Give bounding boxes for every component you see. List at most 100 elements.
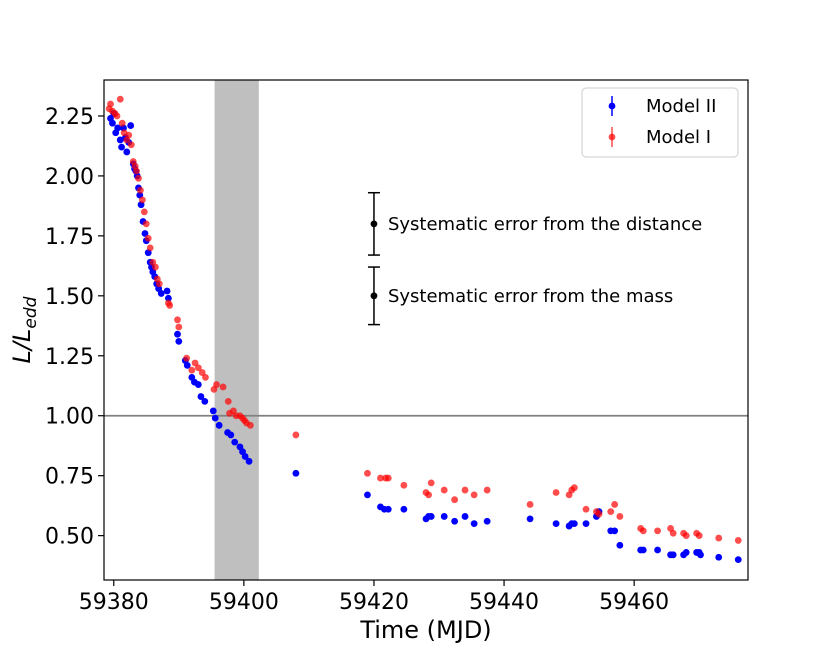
data-point	[377, 474, 384, 482]
data-point	[175, 323, 183, 331]
data-point	[526, 501, 534, 508]
data-point	[174, 316, 181, 324]
data-point	[118, 143, 125, 151]
shade-layer	[214, 80, 259, 580]
series-model-ii	[107, 110, 742, 564]
annotation-label: Systematic error from the mass	[388, 286, 673, 307]
error-point	[370, 220, 378, 228]
data-point	[245, 457, 253, 465]
legend-box	[581, 87, 739, 158]
data-point	[127, 141, 135, 149]
data-point	[607, 508, 615, 516]
data-point	[470, 520, 478, 528]
systematic-error-1: Systematic error from the mass	[367, 266, 673, 326]
data-point	[364, 491, 371, 499]
data-point	[682, 532, 690, 540]
y-axis-label-subscript: edd	[21, 296, 41, 328]
data-point	[461, 513, 469, 520]
data-point	[440, 486, 448, 494]
error-point	[370, 292, 378, 300]
data-point	[114, 124, 122, 132]
data-point	[141, 230, 149, 237]
data-point	[194, 364, 202, 372]
x-tick-label: 59440	[469, 590, 539, 615]
data-point	[211, 414, 219, 422]
data-point	[734, 556, 742, 564]
data-point	[125, 131, 133, 139]
data-point	[639, 546, 647, 554]
data-point	[209, 407, 217, 415]
data-point	[695, 532, 703, 540]
data-point	[137, 186, 144, 194]
legend-label: Model II	[646, 96, 716, 117]
data-point	[292, 431, 300, 439]
data-point	[116, 95, 124, 103]
y-tick-label: 0.50	[45, 525, 94, 550]
data-point	[384, 505, 392, 513]
legend-label: Model I	[646, 127, 711, 148]
y-axis-label-main: L/L	[8, 329, 36, 364]
data-point	[526, 515, 534, 523]
y-tick-label: 1.50	[45, 285, 94, 310]
data-point	[616, 513, 624, 520]
series-model-i	[105, 95, 742, 544]
data-point	[384, 474, 392, 482]
data-point	[219, 383, 227, 391]
data-point	[241, 453, 249, 460]
data-point	[215, 421, 223, 429]
data-point	[231, 438, 239, 446]
data-point	[427, 479, 435, 487]
annotation-label: Systematic error from the distance	[388, 214, 702, 235]
data-point	[151, 263, 159, 271]
data-point	[669, 551, 677, 559]
data-point	[202, 373, 209, 381]
data-point	[201, 397, 209, 405]
data-point	[194, 381, 202, 388]
data-point	[552, 520, 560, 528]
data-point	[107, 100, 114, 108]
data-point	[198, 369, 206, 376]
legend-marker	[608, 133, 616, 141]
data-point	[582, 505, 590, 513]
data-point	[451, 496, 459, 504]
series-layer	[105, 95, 742, 564]
data-point	[146, 244, 154, 252]
data-point	[183, 361, 191, 369]
x-tick-label: 59380	[79, 590, 149, 615]
data-point	[191, 359, 199, 367]
data-point	[113, 112, 121, 120]
systematic-error-0: Systematic error from the distance	[367, 191, 702, 256]
data-point	[611, 527, 619, 535]
data-point	[246, 421, 254, 429]
data-point	[227, 431, 235, 439]
data-point	[197, 393, 205, 400]
data-point	[616, 541, 624, 549]
data-point	[224, 397, 232, 405]
data-point	[582, 520, 590, 528]
data-point	[669, 529, 677, 537]
data-point	[123, 148, 131, 156]
data-point	[163, 287, 171, 295]
data-point	[165, 294, 172, 302]
data-point	[183, 354, 191, 362]
x-tick-label: 59460	[599, 590, 669, 615]
data-point	[654, 546, 661, 554]
data-point	[715, 553, 723, 561]
data-point	[470, 491, 478, 499]
data-point	[483, 517, 491, 525]
x-tick-label: 59400	[209, 590, 279, 615]
data-point	[570, 520, 578, 528]
data-point	[140, 208, 148, 216]
data-point	[138, 196, 146, 204]
data-point	[174, 330, 181, 338]
legend: Model II Model I	[581, 87, 739, 158]
data-point	[697, 551, 704, 559]
data-point	[682, 549, 690, 556]
x-tick-label: 59420	[339, 590, 409, 615]
data-point	[109, 119, 116, 127]
y-tick-label: 1.00	[45, 405, 94, 430]
data-point	[213, 381, 220, 388]
plot-frame	[103, 79, 749, 581]
data-point	[175, 337, 183, 345]
data-point	[188, 366, 196, 374]
